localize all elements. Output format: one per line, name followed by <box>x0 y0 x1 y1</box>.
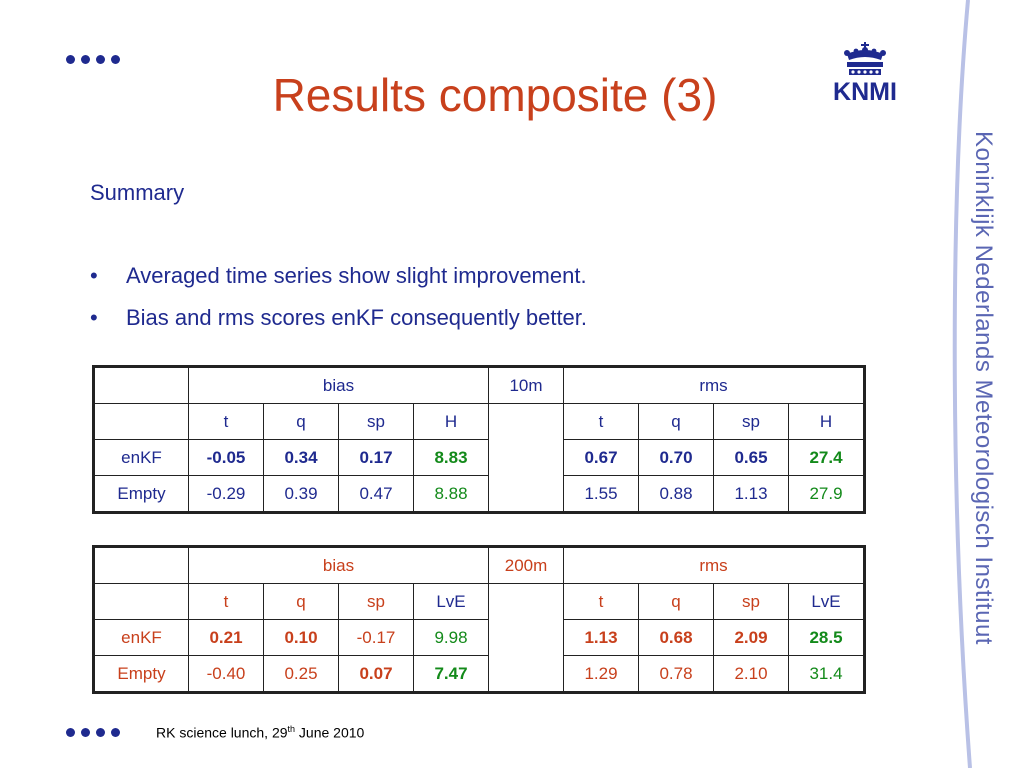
bullet-item: • Averaged time series show slight improv… <box>90 263 587 288</box>
level-label: 10m <box>488 366 564 404</box>
row-label: enKF <box>93 619 189 656</box>
spacer-cell <box>488 403 564 513</box>
results-table-10m: bias 10m rms t q sp H t q sp H enKF -0.0… <box>92 365 866 514</box>
table-cell: 8.83 <box>413 439 489 476</box>
column-header: q <box>263 583 339 620</box>
summary-heading: Summary <box>90 180 185 205</box>
table-cell: 9.98 <box>413 619 489 656</box>
footer-text: RK science lunch, 29th June 2010 <box>156 724 365 741</box>
rms-group-header: rms <box>563 366 865 404</box>
table-cell: 2.09 <box>713 619 789 656</box>
slide-title: Results composite (3) <box>272 69 718 121</box>
bullet-list: • Averaged time series show slight improv… <box>90 261 587 345</box>
table-cell: 27.4 <box>788 439 865 476</box>
table-row: enKF -0.05 0.34 0.17 8.83 0.67 0.70 0.65… <box>93 439 865 476</box>
table-cell: -0.29 <box>188 475 264 513</box>
institute-name: Koninklijk Nederlands Meteorologisch Ins… <box>970 131 997 645</box>
column-header: t <box>563 403 639 440</box>
table-cell: 1.29 <box>563 655 639 693</box>
table-cell: 1.13 <box>713 475 789 513</box>
results-table-200m: bias 200m rms t q sp LvE t q sp LvE enKF… <box>92 545 866 694</box>
table-subheader-row: t q sp LvE t q sp LvE <box>93 583 865 693</box>
logo-text: KNMI <box>833 78 897 106</box>
column-header: LvE <box>413 583 489 620</box>
table-cell: 0.17 <box>338 439 414 476</box>
table-cell: 0.21 <box>188 619 264 656</box>
row-label: Empty <box>93 475 189 513</box>
table-cell: 0.68 <box>638 619 714 656</box>
table-header-row: bias 10m rms <box>93 366 865 404</box>
table-cell: 0.34 <box>263 439 339 476</box>
column-header: H <box>413 403 489 440</box>
column-header: t <box>563 583 639 620</box>
table-cell: 1.55 <box>563 475 639 513</box>
column-header: q <box>263 403 339 440</box>
table-subheader-row: t q sp H t q sp H <box>93 403 865 513</box>
crown-icon <box>844 42 886 75</box>
column-header: sp <box>338 583 414 620</box>
table-cell: 7.47 <box>413 655 489 693</box>
table-cell: -0.17 <box>338 619 414 656</box>
table-cell: 0.88 <box>638 475 714 513</box>
table-cell: -0.40 <box>188 655 264 693</box>
table-cell: 0.47 <box>338 475 414 513</box>
table-cell: 0.70 <box>638 439 714 476</box>
table-cell: 1.13 <box>563 619 639 656</box>
column-header: LvE <box>788 583 865 620</box>
table-header-row: bias 200m rms <box>93 546 865 584</box>
decorative-dots-bottom <box>66 728 120 737</box>
table-cell: 28.5 <box>788 619 865 656</box>
column-header: t <box>188 403 264 440</box>
table-cell: 0.78 <box>638 655 714 693</box>
row-label: enKF <box>93 439 189 476</box>
bullet-item: • Bias and rms scores enKF consequently b… <box>90 305 588 330</box>
table-cell: 8.88 <box>413 475 489 513</box>
bias-group-header: bias <box>188 546 489 584</box>
column-header: H <box>788 403 865 440</box>
table-cell: 0.25 <box>263 655 339 693</box>
rms-group-header: rms <box>563 546 865 584</box>
column-header: sp <box>713 583 789 620</box>
table-cell: 0.67 <box>563 439 639 476</box>
knmi-logo: KNMI <box>825 40 905 106</box>
side-curve-decoration <box>952 0 972 768</box>
table-cell: 0.65 <box>713 439 789 476</box>
spacer-cell <box>488 583 564 693</box>
column-header: sp <box>338 403 414 440</box>
table-row: Empty -0.29 0.39 0.47 8.88 1.55 0.88 1.1… <box>93 475 865 513</box>
decorative-dots-top <box>66 55 120 64</box>
column-header: t <box>188 583 264 620</box>
column-header: q <box>638 403 714 440</box>
table-cell: 0.10 <box>263 619 339 656</box>
table-cell: 2.10 <box>713 655 789 693</box>
table-cell: -0.05 <box>188 439 264 476</box>
column-header: q <box>638 583 714 620</box>
level-label: 200m <box>488 546 564 584</box>
table-cell: 31.4 <box>788 655 865 693</box>
table-row: enKF 0.21 0.10 -0.17 9.98 1.13 0.68 2.09… <box>93 619 865 656</box>
table-cell: 0.39 <box>263 475 339 513</box>
bias-group-header: bias <box>188 366 489 404</box>
table-cell: 27.9 <box>788 475 865 513</box>
row-label: Empty <box>93 655 189 693</box>
table-row: Empty -0.40 0.25 0.07 7.47 1.29 0.78 2.1… <box>93 655 865 693</box>
table-cell: 0.07 <box>338 655 414 693</box>
column-header: sp <box>713 403 789 440</box>
